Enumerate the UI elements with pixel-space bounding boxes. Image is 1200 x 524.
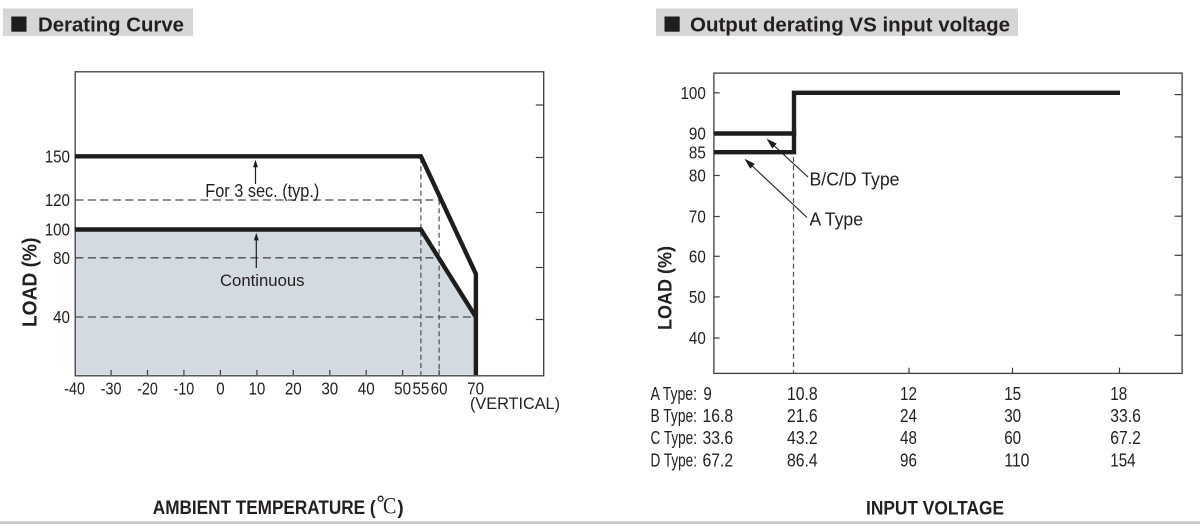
svg-text:67.2: 67.2 <box>703 449 734 470</box>
svg-text:86.4: 86.4 <box>787 449 818 470</box>
svg-text:-40: -40 <box>64 379 85 399</box>
svg-text:AMBIENT TEMPERATURE (): AMBIENT TEMPERATURE () <box>153 498 404 519</box>
svg-text:For 3 sec. (typ.): For 3 sec. (typ.) <box>205 181 319 201</box>
svg-text:150: 150 <box>45 147 70 167</box>
svg-text:70: 70 <box>689 207 706 227</box>
svg-text:40: 40 <box>358 379 375 399</box>
svg-text:85: 85 <box>689 142 706 162</box>
svg-text:30: 30 <box>1004 405 1021 426</box>
svg-text:-30: -30 <box>101 379 122 399</box>
svg-text:48: 48 <box>900 427 917 448</box>
svg-text:60: 60 <box>689 247 706 267</box>
svg-text:20: 20 <box>285 379 302 399</box>
svg-text:33.6: 33.6 <box>703 427 734 448</box>
svg-text:10.8: 10.8 <box>787 383 818 404</box>
svg-text:100: 100 <box>45 220 70 240</box>
svg-text:LOAD (%): LOAD (%) <box>20 238 42 328</box>
svg-text:Continuous: Continuous <box>220 271 305 290</box>
svg-text:10: 10 <box>248 379 265 399</box>
svg-text:24: 24 <box>900 405 917 426</box>
svg-text:55: 55 <box>412 379 429 399</box>
svg-text:50: 50 <box>689 287 706 307</box>
svg-text:80: 80 <box>53 248 70 268</box>
svg-text:50: 50 <box>394 379 411 399</box>
svg-text:-10: -10 <box>174 379 195 399</box>
svg-text:INPUT VOLTAGE: INPUT VOLTAGE <box>866 499 1004 520</box>
svg-text:30: 30 <box>321 379 338 399</box>
svg-text:40: 40 <box>53 307 70 327</box>
svg-text:9: 9 <box>703 383 711 404</box>
svg-text:43.2: 43.2 <box>787 427 818 448</box>
svg-text:Output derating VS input volta: Output derating VS input voltage <box>690 15 1010 37</box>
svg-text:90: 90 <box>689 124 706 144</box>
svg-text:C Type:: C Type: <box>651 427 698 448</box>
svg-text:0: 0 <box>216 379 225 399</box>
svg-text:D Type:: D Type: <box>651 449 698 470</box>
svg-text:60: 60 <box>431 379 448 399</box>
svg-text:100: 100 <box>681 83 706 103</box>
svg-text:80: 80 <box>689 166 706 186</box>
svg-text:A Type: A Type <box>810 209 864 229</box>
svg-text:120: 120 <box>45 190 70 210</box>
svg-text:40: 40 <box>689 328 706 348</box>
svg-text:21.6: 21.6 <box>787 405 818 426</box>
svg-text:33.6: 33.6 <box>1110 405 1141 426</box>
svg-text:18: 18 <box>1110 383 1127 404</box>
svg-text:15: 15 <box>1004 383 1021 404</box>
svg-text:70: 70 <box>467 379 484 399</box>
svg-text:154: 154 <box>1110 449 1135 470</box>
svg-text:C: C <box>383 493 396 518</box>
svg-text:(VERTICAL): (VERTICAL) <box>470 394 560 413</box>
svg-text:110: 110 <box>1004 449 1029 470</box>
svg-text:-20: -20 <box>137 379 158 399</box>
svg-text:96: 96 <box>900 449 917 470</box>
svg-text:LOAD (%): LOAD (%) <box>654 246 676 330</box>
svg-text:12: 12 <box>900 383 917 404</box>
svg-text:16.8: 16.8 <box>703 405 734 426</box>
svg-text:Derating Curve: Derating Curve <box>38 15 184 37</box>
svg-text:60: 60 <box>1004 427 1021 448</box>
svg-text:67.2: 67.2 <box>1110 427 1141 448</box>
svg-text:A Type:: A Type: <box>651 383 698 404</box>
svg-text:B Type:: B Type: <box>651 405 698 426</box>
svg-text:B/C/D Type: B/C/D Type <box>810 170 900 190</box>
